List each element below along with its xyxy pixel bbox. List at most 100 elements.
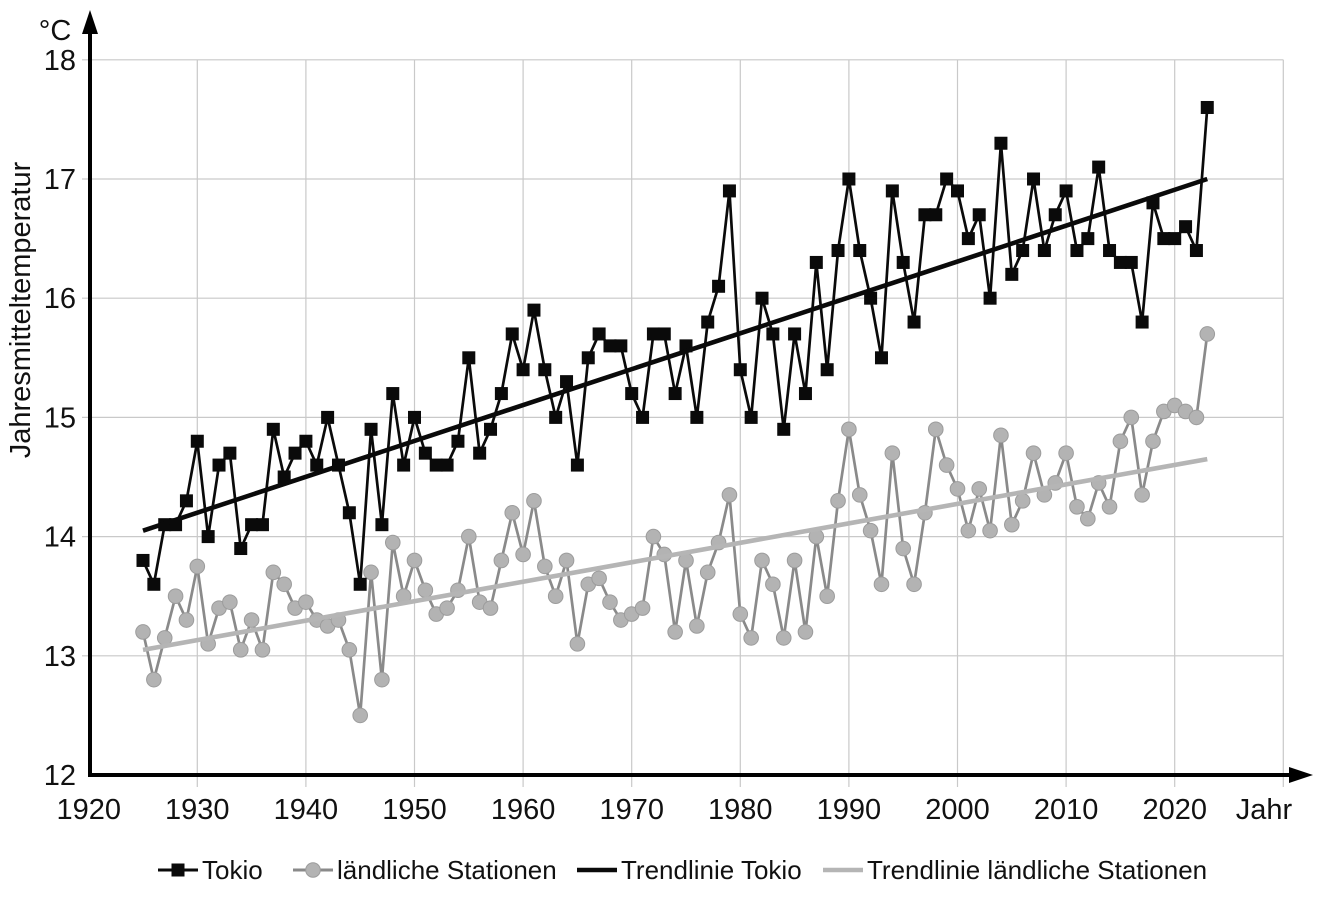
chart-plot-area: 12 13 14 15 16 17 18 1920 1930 1940 1950 1960 1970 19…: [44, 10, 1313, 826]
data-point-tokio: [516, 363, 530, 377]
data-point-rural: [461, 528, 477, 545]
data-point-rural: [732, 606, 749, 622]
data-point-rural: [689, 618, 705, 634]
data-point-tokio: [798, 387, 812, 401]
data-point-rural: [819, 588, 835, 605]
data-point-tokio: [473, 446, 487, 460]
data-point-rural: [232, 642, 249, 658]
data-point-tokio: [1016, 244, 1030, 258]
data-point-rural: [526, 493, 542, 509]
data-point-rural: [960, 522, 977, 539]
x-tick-label: 1990: [817, 794, 882, 826]
data-point-rural: [602, 594, 618, 610]
y-tick-label: 16: [44, 283, 76, 315]
data-point-rural: [1080, 510, 1096, 527]
data-point-tokio: [299, 434, 313, 448]
legend-item: Trendlinie Tokio: [577, 855, 802, 885]
x-tick-label: 1920: [56, 794, 121, 826]
data-point-rural: [721, 487, 738, 503]
data-point-tokio: [592, 327, 606, 341]
data-point-rural: [417, 582, 434, 599]
data-point-tokio: [896, 255, 910, 269]
data-point-tokio: [190, 434, 204, 448]
data-point-rural: [830, 493, 846, 509]
data-point-tokio: [375, 518, 389, 532]
data-point-tokio: [744, 410, 758, 424]
data-point-rural: [841, 421, 857, 438]
chart-legend: Tokio ländliche Stationen Trendlinie Tokio…: [158, 855, 1207, 885]
data-point-rural: [298, 594, 314, 610]
data-point-tokio: [581, 351, 595, 365]
x-tick-label: 1980: [708, 794, 773, 826]
data-point-rural: [504, 504, 521, 521]
data-point-tokio: [885, 184, 899, 198]
data-point-tokio: [288, 446, 302, 460]
data-point-tokio: [1189, 244, 1203, 258]
data-point-tokio: [266, 422, 280, 436]
data-point-rural: [254, 642, 271, 658]
legend-item: Trendlinie ländliche Stationen: [823, 855, 1207, 885]
data-point-tokio: [1157, 232, 1171, 246]
data-point-tokio: [1048, 208, 1062, 222]
data-point-tokio: [603, 339, 617, 353]
data-point-tokio: [549, 410, 563, 424]
data-point-tokio: [342, 506, 356, 520]
data-point-tokio: [1135, 315, 1149, 329]
data-point-tokio: [690, 410, 704, 424]
data-point-rural: [797, 624, 814, 640]
data-point-tokio: [408, 410, 421, 424]
data-point-rural: [1134, 487, 1150, 503]
data-point-tokio: [657, 327, 671, 341]
data-point-tokio: [755, 291, 769, 305]
data-point-tokio: [462, 351, 476, 365]
data-point-rural: [1058, 445, 1074, 461]
legend-circle-marker-icon: [305, 862, 321, 878]
data-point-tokio: [1200, 100, 1214, 114]
y-tick-label: 18: [44, 45, 76, 77]
data-point-tokio: [1168, 232, 1182, 246]
data-point-tokio: [179, 494, 193, 508]
data-point-rural: [1014, 493, 1031, 509]
x-tick-label: 1940: [274, 794, 339, 826]
data-point-rural: [1123, 409, 1140, 426]
data-point-tokio: [201, 530, 215, 544]
data-point-tokio: [853, 244, 867, 258]
data-point-rural: [982, 522, 998, 539]
data-point-tokio: [1005, 267, 1019, 281]
data-point-tokio: [951, 184, 964, 198]
data-point-tokio: [136, 553, 150, 567]
data-point-tokio: [1059, 184, 1073, 198]
data-point-rural: [569, 636, 586, 652]
y-axis-unit-label: °C: [39, 15, 72, 47]
data-point-rural: [341, 642, 358, 658]
data-point-tokio: [1027, 172, 1041, 186]
data-point-tokio: [570, 458, 584, 472]
data-point-tokio: [440, 458, 454, 472]
data-point-rural: [699, 564, 716, 581]
data-point-rural: [667, 624, 683, 640]
data-point-tokio: [1113, 255, 1127, 269]
x-tick-label: 2020: [1142, 794, 1207, 826]
data-point-tokio: [864, 291, 878, 305]
data-point-rural: [265, 564, 282, 581]
data-point-tokio: [321, 410, 335, 424]
data-point-rural: [743, 630, 759, 646]
data-point-tokio: [929, 208, 943, 222]
data-point-rural: [938, 457, 955, 473]
data-point-rural: [765, 576, 781, 593]
data-point-tokio: [983, 291, 997, 305]
data-point-rural: [949, 481, 966, 497]
data-point-rural: [1025, 445, 1042, 461]
data-point-rural: [406, 552, 423, 569]
data-point-rural: [1101, 499, 1118, 515]
data-point-rural: [384, 534, 401, 551]
legend-label: Tokio: [202, 855, 263, 885]
data-point-tokio: [1179, 220, 1193, 234]
data-point-tokio: [1103, 244, 1117, 258]
data-point-tokio: [668, 387, 682, 401]
data-point-tokio: [147, 577, 161, 591]
x-tick-label: 1970: [599, 794, 664, 826]
data-point-rural: [754, 552, 770, 569]
data-point-tokio: [1070, 244, 1084, 258]
